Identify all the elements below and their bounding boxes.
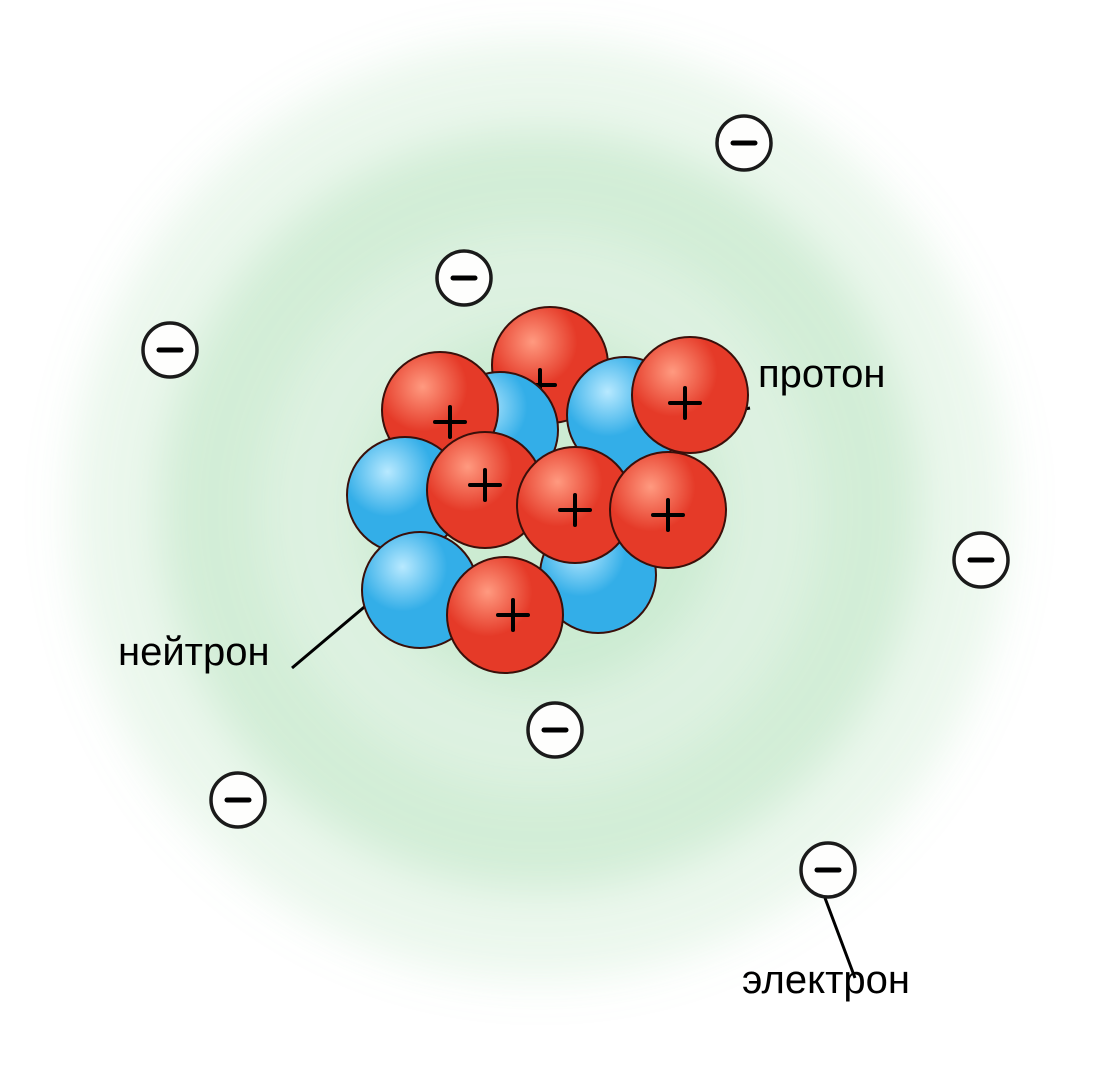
electron <box>954 533 1008 587</box>
neutron-label: нейтрон <box>118 630 270 675</box>
electron <box>211 773 265 827</box>
atom-diagram: протон нейтрон электрон <box>0 0 1105 1072</box>
proton <box>632 337 748 453</box>
proton <box>447 557 563 673</box>
electron <box>528 703 582 757</box>
electron <box>437 251 491 305</box>
electron <box>717 116 771 170</box>
proton <box>610 452 726 568</box>
electron-label: электрон <box>742 958 910 1003</box>
electron <box>143 323 197 377</box>
proton-label: протон <box>758 352 885 397</box>
electron <box>801 843 855 897</box>
atom-svg <box>0 0 1105 1072</box>
